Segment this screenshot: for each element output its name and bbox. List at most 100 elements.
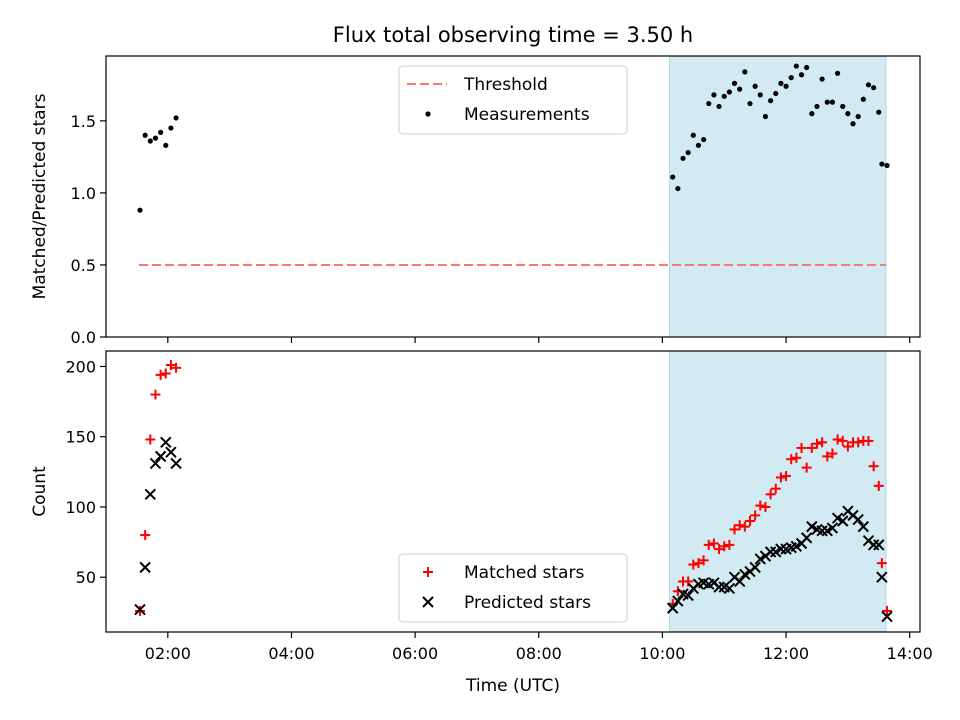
predicted-star-point bbox=[170, 457, 182, 470]
predicted-star-point bbox=[149, 457, 162, 470]
measurement-point bbox=[860, 96, 866, 102]
predicted-star-point bbox=[873, 539, 885, 551]
measurement-point bbox=[173, 115, 179, 121]
predicted-star-point bbox=[165, 446, 177, 458]
predicted-star-marker-b bbox=[867, 539, 880, 551]
predicted-star-point bbox=[881, 610, 893, 623]
measurement-point bbox=[147, 138, 153, 144]
matched-star-point bbox=[765, 489, 776, 500]
observing-window-shade bbox=[669, 55, 887, 338]
y-tick-label: 1.0 bbox=[71, 184, 96, 203]
measurement-point bbox=[855, 113, 861, 120]
y-tick-label: 50 bbox=[76, 568, 96, 587]
predicted-star-marker-b bbox=[816, 525, 828, 537]
matched-star-point bbox=[786, 454, 797, 465]
x-tick-label: 04:00 bbox=[268, 644, 314, 663]
matched-star-point bbox=[150, 389, 161, 400]
predicted-star-point bbox=[775, 543, 787, 555]
predicted-star-point bbox=[876, 571, 888, 583]
predicted-star-marker-b bbox=[826, 522, 839, 534]
predicted-star-point bbox=[144, 488, 157, 501]
predicted-star-marker-b bbox=[852, 513, 864, 526]
x-tick-label: 08:00 bbox=[516, 644, 562, 663]
predicted-star-marker-b bbox=[139, 561, 151, 574]
measurement-point bbox=[163, 142, 169, 148]
matched-star-point bbox=[708, 538, 719, 549]
matched-star-point bbox=[817, 437, 828, 448]
axes-frame bbox=[105, 350, 921, 633]
matched-star-point bbox=[698, 555, 709, 566]
matched-star-point bbox=[801, 462, 812, 473]
count-panel: 50 100 150 200 02:00 04:00 06:00 08:00 10:00 12:0… bbox=[30, 350, 933, 696]
measurement-point bbox=[798, 72, 805, 78]
matched-star-point bbox=[729, 524, 740, 535]
measurement-point bbox=[767, 98, 774, 104]
predicted-star-marker-b bbox=[775, 543, 787, 555]
matched-star-point bbox=[165, 360, 176, 371]
measurement-point bbox=[670, 174, 676, 180]
matched-star-point bbox=[171, 362, 182, 373]
matched-star-point bbox=[882, 605, 893, 616]
predicted-star-point bbox=[134, 603, 146, 616]
measurement-point bbox=[695, 142, 702, 148]
matched-star-point bbox=[822, 451, 833, 462]
matched-star-point bbox=[791, 452, 802, 463]
legend: Matched stars Predicted stars bbox=[398, 553, 628, 623]
measurement-point bbox=[137, 207, 143, 213]
y-axis-label: Count bbox=[30, 466, 50, 517]
predicted-star-point bbox=[667, 602, 679, 614]
measurement-point bbox=[850, 121, 856, 127]
predicted-star-marker-b bbox=[165, 446, 177, 458]
measurement-point bbox=[168, 125, 174, 131]
x-axis-label: Time (UTC) bbox=[465, 676, 560, 696]
matched-star-point bbox=[811, 438, 822, 449]
measurement-point bbox=[778, 80, 784, 86]
measurement-point bbox=[809, 111, 815, 117]
measurement-point bbox=[879, 161, 885, 167]
measurement-point bbox=[731, 80, 738, 86]
ratio-panel: 0.0 0.5 1.0 1.5 Matched/Predicted stars Thres… bbox=[30, 55, 921, 347]
matched-star-point bbox=[734, 520, 745, 531]
predicted-star-marker-b bbox=[837, 515, 849, 527]
measurement-point bbox=[152, 135, 159, 141]
x-tick-label: 02:00 bbox=[145, 644, 191, 663]
matched-star-point bbox=[755, 500, 766, 511]
predicted-star-marker-b bbox=[134, 603, 146, 616]
predicted-star-marker-b bbox=[873, 539, 885, 551]
x-tick-label: 12:00 bbox=[763, 644, 809, 663]
measurement-point bbox=[876, 109, 882, 115]
predicted-star-point bbox=[852, 513, 864, 526]
predicted-star-point bbox=[800, 532, 813, 544]
matched-star-point bbox=[760, 501, 771, 512]
matched-star-point bbox=[863, 435, 874, 446]
measurement-point bbox=[814, 103, 820, 110]
y-axis-label: Matched/Predicted stars bbox=[30, 93, 50, 299]
predicted-star-marker-b bbox=[800, 532, 813, 544]
measurement-point bbox=[752, 83, 758, 89]
predicted-star-marker-b bbox=[831, 512, 844, 524]
predicted-star-point bbox=[826, 522, 839, 534]
measurement-point bbox=[711, 92, 717, 98]
measurement-point bbox=[819, 76, 825, 82]
matched-star-point bbox=[145, 434, 156, 445]
measurement-point bbox=[773, 90, 779, 97]
matched-star-point bbox=[703, 539, 714, 550]
observing-window-shade bbox=[669, 350, 887, 633]
predicted-star-marker-b bbox=[857, 520, 870, 533]
predicted-star-marker-b bbox=[806, 520, 818, 533]
measurement-point bbox=[793, 63, 799, 69]
predicted-star-point bbox=[672, 595, 684, 607]
predicted-star-point bbox=[733, 575, 746, 588]
legend: Threshold Measurements bbox=[398, 65, 628, 135]
x-tick-label: 10:00 bbox=[639, 644, 685, 663]
measurement-point bbox=[701, 136, 707, 143]
measurement-point bbox=[824, 99, 830, 105]
predicted-star-marker-b bbox=[677, 588, 689, 600]
measurement-point bbox=[142, 132, 148, 138]
predicted-star-point bbox=[713, 581, 725, 593]
legend-measurement-swatch bbox=[425, 111, 431, 117]
matched-star-point bbox=[832, 434, 843, 445]
y-tick-label: 200 bbox=[65, 357, 96, 376]
measurement-point bbox=[716, 103, 722, 110]
